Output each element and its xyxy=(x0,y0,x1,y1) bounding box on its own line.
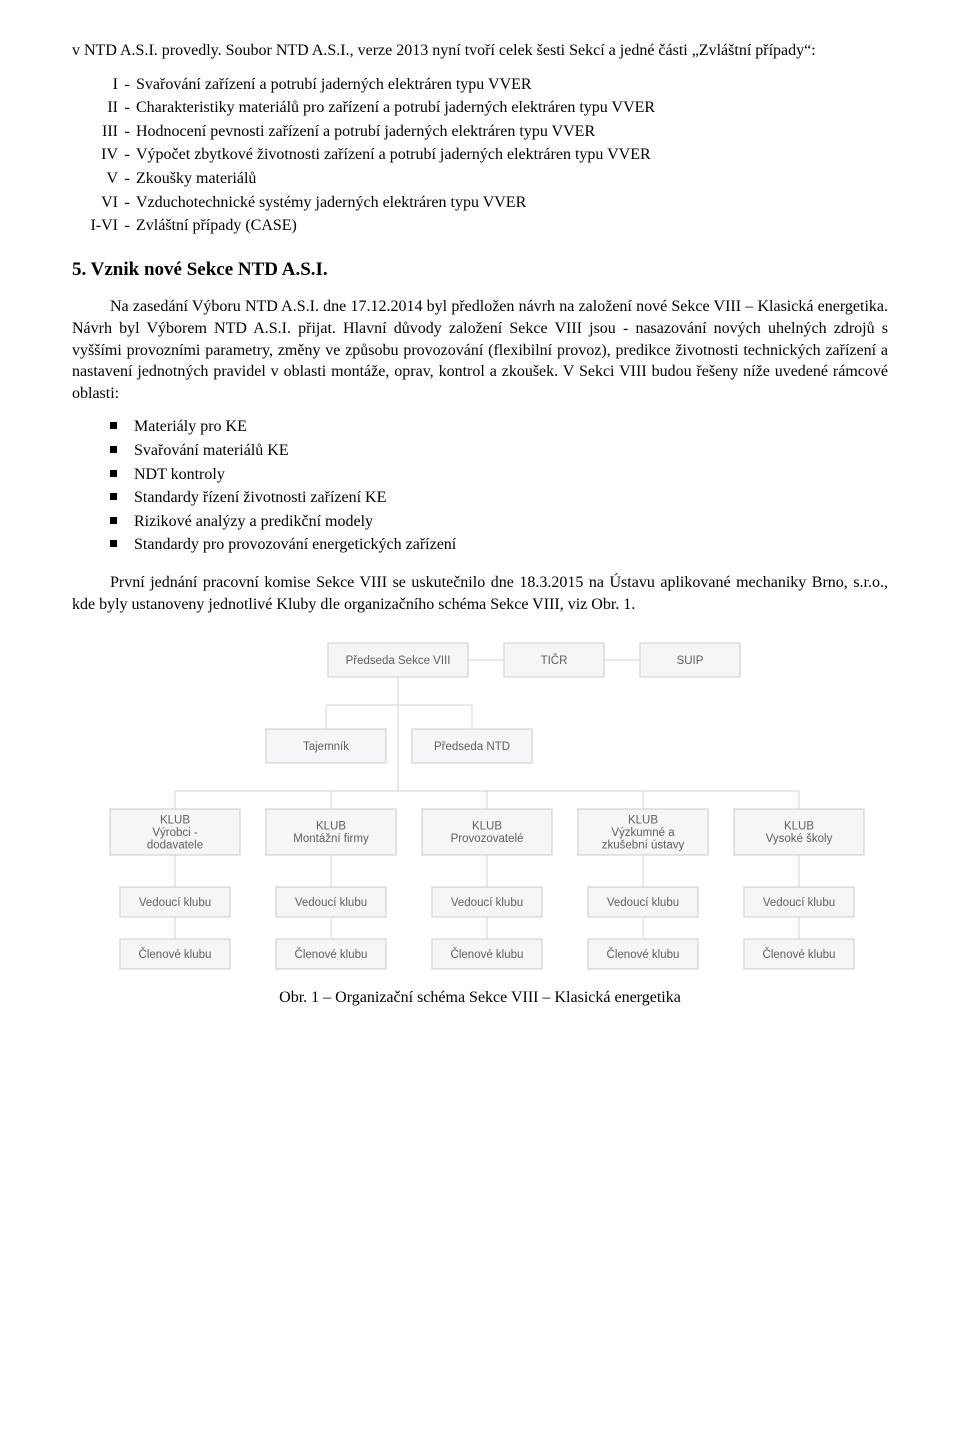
sections-list-item: II-Charakteristiky materiálů pro zařízen… xyxy=(72,97,888,119)
sections-list-item: I-Svařování zařízení a potrubí jaderných… xyxy=(72,74,888,96)
bullet-item: Standardy pro provozování energetických … xyxy=(110,534,888,556)
svg-text:Vedoucí klubu: Vedoucí klubu xyxy=(607,897,679,909)
org-chart: Předseda Sekce VIII TIČR SUIP Tajemník Předs… xyxy=(80,633,880,973)
sections-list-item: VI-Vzduchotechnické systémy jaderných el… xyxy=(72,192,888,214)
svg-text:Předseda NTD: Předseda NTD xyxy=(434,741,510,753)
svg-text:Členové klubu: Členové klubu xyxy=(607,948,680,961)
svg-text:SUIP: SUIP xyxy=(677,655,704,667)
svg-text:dodavatele: dodavatele xyxy=(147,839,203,851)
sections-list-item: V-Zkoušky materiálů xyxy=(72,168,888,190)
svg-text:KLUB: KLUB xyxy=(628,814,658,826)
section-5-paragraph-1: Na zasedání Výboru NTD A.S.I. dne 17.12.… xyxy=(72,296,888,404)
svg-text:TIČR: TIČR xyxy=(541,654,568,667)
svg-text:KLUB: KLUB xyxy=(472,821,502,833)
bullet-item: Svařování materiálů KE xyxy=(110,440,888,462)
sections-list: I-Svařování zařízení a potrubí jaderných… xyxy=(72,74,888,237)
svg-text:KLUB: KLUB xyxy=(316,821,346,833)
bullet-item: Standardy řízení životnosti zařízení KE xyxy=(110,487,888,509)
svg-text:Provozovatelé: Provozovatelé xyxy=(451,833,524,845)
svg-text:zkušební ústavy: zkušební ústavy xyxy=(602,839,685,851)
svg-text:Výzkumné a: Výzkumné a xyxy=(611,827,675,839)
svg-text:Tajemník: Tajemník xyxy=(303,741,349,753)
svg-text:Vedoucí klubu: Vedoucí klubu xyxy=(763,897,835,909)
svg-text:Vedoucí klubu: Vedoucí klubu xyxy=(295,897,367,909)
svg-text:Členové klubu: Členové klubu xyxy=(763,948,836,961)
sections-list-item: I-VI-Zvláštní případy (CASE) xyxy=(72,215,888,237)
section-5-paragraph-2: První jednání pracovní komise Sekce VIII… xyxy=(72,572,888,615)
svg-text:Členové klubu: Členové klubu xyxy=(139,948,212,961)
svg-text:Výrobci -: Výrobci - xyxy=(152,827,198,839)
bullet-item: Rizikové analýzy a predikční modely xyxy=(110,511,888,533)
bullet-item: Materiály pro KE xyxy=(110,416,888,438)
svg-text:KLUB: KLUB xyxy=(160,814,190,826)
sections-list-item: IV-Výpočet zbytkové životnosti zařízení … xyxy=(72,144,888,166)
intro-paragraph: v NTD A.S.I. provedly. Soubor NTD A.S.I.… xyxy=(72,40,888,62)
svg-text:KLUB: KLUB xyxy=(784,821,814,833)
section-5-heading: 5. Vznik nové Sekce NTD A.S.I. xyxy=(72,257,888,283)
svg-text:Členové klubu: Členové klubu xyxy=(451,948,524,961)
svg-text:Vedoucí klubu: Vedoucí klubu xyxy=(139,897,211,909)
bullet-item: NDT kontroly xyxy=(110,464,888,486)
figure-caption: Obr. 1 – Organizační schéma Sekce VIII –… xyxy=(72,987,888,1009)
svg-text:Montážní firmy: Montážní firmy xyxy=(293,833,369,845)
sections-list-item: III-Hodnocení pevnosti zařízení a potrub… xyxy=(72,121,888,143)
svg-text:Vysoké školy: Vysoké školy xyxy=(766,833,833,845)
svg-text:Vedoucí klubu: Vedoucí klubu xyxy=(451,897,523,909)
svg-text:Členové klubu: Členové klubu xyxy=(295,948,368,961)
svg-text:Předseda Sekce VIII: Předseda Sekce VIII xyxy=(346,655,451,667)
bullet-list: Materiály pro KESvařování materiálů KEND… xyxy=(72,416,888,556)
